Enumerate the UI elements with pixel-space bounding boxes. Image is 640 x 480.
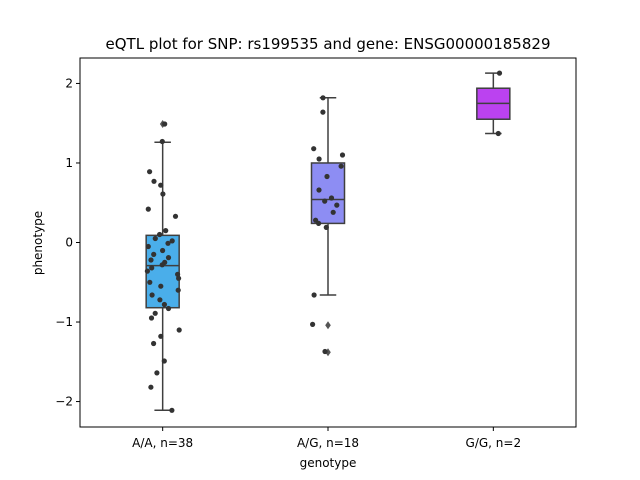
data-point bbox=[176, 327, 182, 333]
y-tick-label: −2 bbox=[55, 395, 73, 409]
x-axis-label: genotype bbox=[300, 456, 357, 470]
data-point bbox=[175, 287, 181, 293]
data-point bbox=[311, 292, 317, 298]
data-point bbox=[158, 182, 164, 188]
data-point bbox=[496, 70, 503, 76]
data-point bbox=[162, 121, 168, 127]
data-point bbox=[172, 213, 179, 219]
data-point bbox=[158, 333, 164, 339]
data-point bbox=[176, 275, 182, 281]
point-group bbox=[144, 121, 182, 413]
data-point bbox=[151, 251, 157, 257]
data-point bbox=[147, 279, 153, 285]
data-point bbox=[165, 255, 172, 261]
data-point bbox=[157, 297, 163, 303]
data-point bbox=[316, 187, 322, 193]
data-point bbox=[169, 238, 175, 244]
data-point bbox=[169, 407, 175, 413]
x-tick-label: A/G, n=18 bbox=[297, 436, 359, 450]
data-point bbox=[339, 152, 346, 158]
data-point bbox=[149, 265, 155, 271]
data-point bbox=[157, 231, 163, 238]
data-point bbox=[159, 138, 165, 145]
x-tick-label: A/A, n=38 bbox=[132, 436, 193, 450]
iqr-box bbox=[310, 162, 346, 225]
box-group bbox=[476, 72, 511, 135]
data-point bbox=[152, 310, 158, 316]
y-tick-label: 2 bbox=[65, 76, 73, 90]
data-point bbox=[320, 109, 326, 115]
data-point bbox=[158, 283, 164, 289]
y-axis: −2 −1 0 1 2 bbox=[55, 76, 80, 409]
data-point bbox=[147, 169, 153, 175]
data-point bbox=[330, 209, 336, 215]
data-point bbox=[148, 257, 154, 263]
y-axis-label: phenotype bbox=[31, 211, 45, 275]
data-point bbox=[323, 224, 329, 230]
data-point bbox=[165, 305, 172, 312]
data-point bbox=[334, 202, 340, 208]
data-point bbox=[151, 340, 157, 347]
data-point bbox=[324, 173, 330, 180]
data-point bbox=[311, 146, 317, 152]
x-tick-label: G/G, n=2 bbox=[466, 436, 522, 450]
data-point bbox=[310, 321, 316, 327]
data-point bbox=[316, 220, 322, 226]
data-point bbox=[148, 384, 154, 390]
box-group bbox=[310, 97, 346, 357]
point-group bbox=[495, 70, 503, 137]
point-group bbox=[310, 95, 346, 355]
data-point bbox=[163, 228, 169, 234]
data-point bbox=[320, 95, 326, 101]
data-point bbox=[161, 301, 167, 308]
data-point bbox=[328, 195, 335, 201]
outlier-marker bbox=[325, 321, 331, 330]
data-point bbox=[495, 130, 501, 137]
plot-area bbox=[144, 70, 511, 413]
data-point bbox=[149, 292, 155, 298]
data-point bbox=[152, 235, 158, 242]
data-point bbox=[145, 243, 151, 250]
data-point bbox=[165, 240, 171, 246]
data-point bbox=[144, 268, 150, 274]
data-point bbox=[322, 348, 328, 355]
data-point bbox=[161, 358, 167, 364]
data-point bbox=[148, 315, 155, 321]
data-point bbox=[316, 156, 322, 162]
data-point bbox=[160, 191, 166, 197]
data-point bbox=[151, 178, 157, 184]
data-point bbox=[175, 271, 181, 277]
data-point bbox=[159, 262, 165, 268]
data-point bbox=[338, 163, 344, 169]
y-tick-label: 1 bbox=[65, 156, 73, 170]
data-point bbox=[322, 198, 328, 204]
chart-title: eQTL plot for SNP: rs199535 and gene: EN… bbox=[106, 35, 551, 53]
x-axis: A/A, n=38 A/G, n=18 G/G, n=2 bbox=[132, 427, 521, 450]
data-point bbox=[154, 370, 160, 376]
y-tick-label: 0 bbox=[65, 236, 73, 250]
data-point bbox=[160, 247, 166, 254]
y-tick-label: −1 bbox=[55, 315, 73, 329]
data-point bbox=[145, 206, 151, 212]
